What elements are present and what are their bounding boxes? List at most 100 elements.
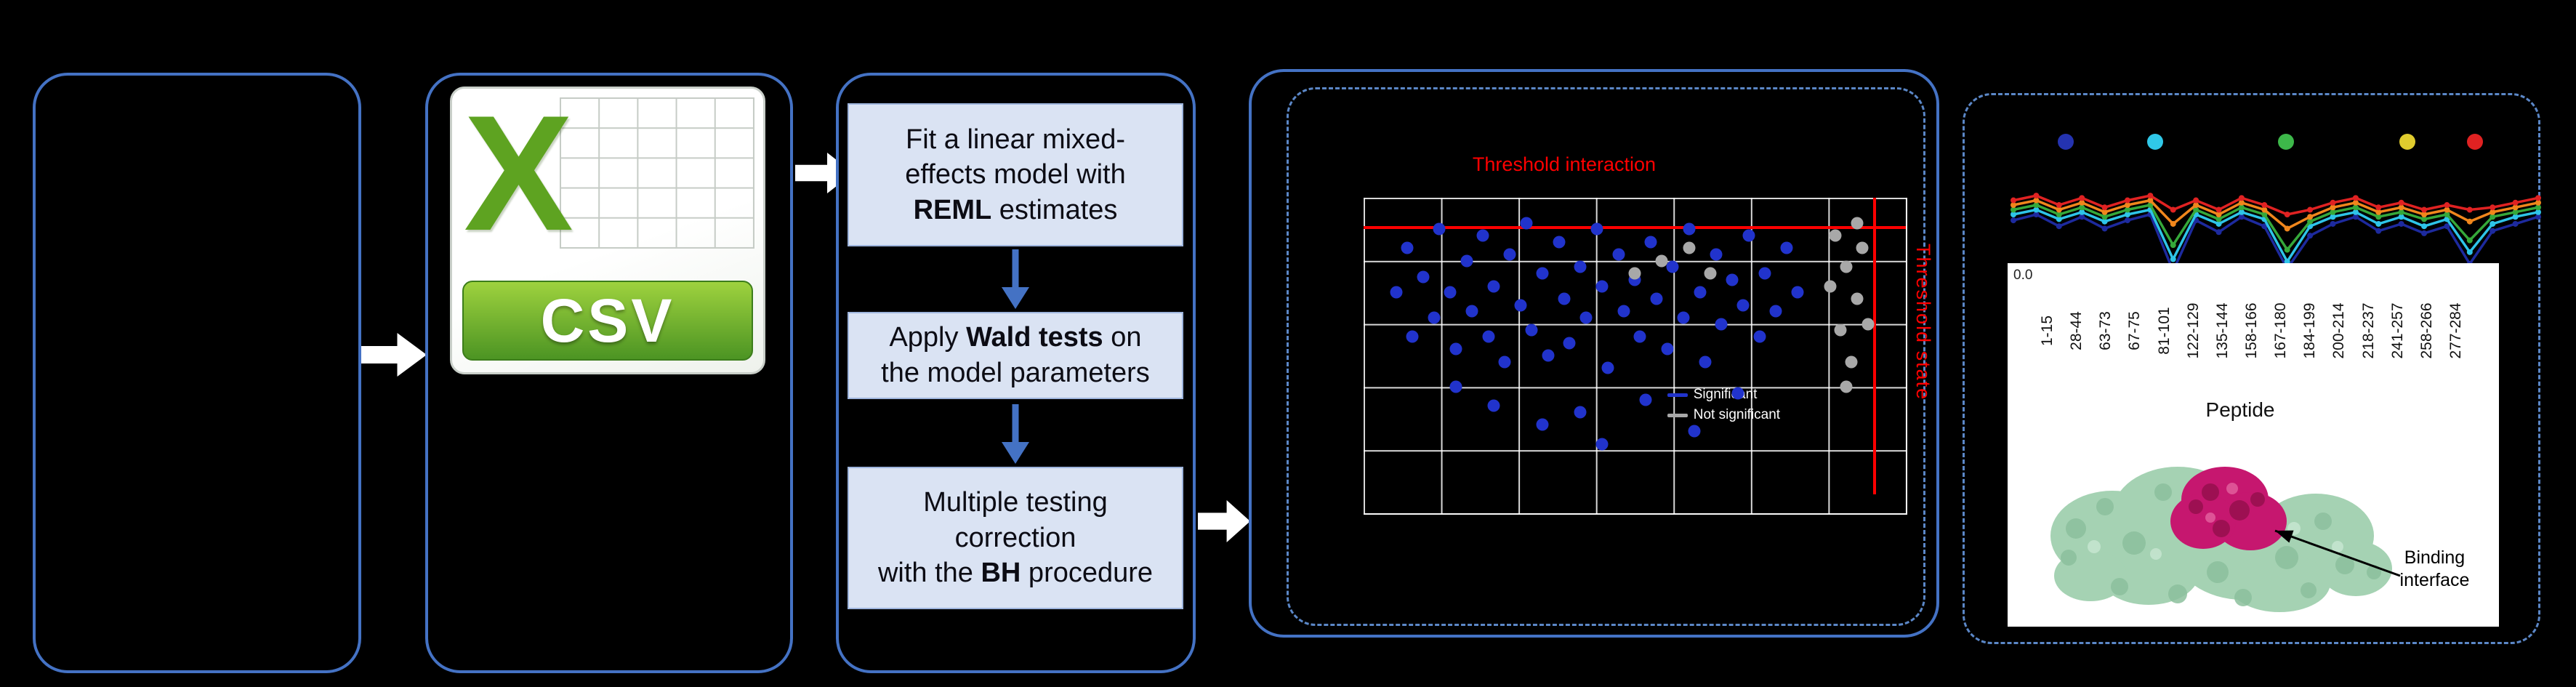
uptake-series-marker xyxy=(2215,206,2222,213)
uptake-series-marker xyxy=(2238,204,2245,211)
uptake-series-marker xyxy=(2352,195,2359,201)
uptake-series-marker xyxy=(2101,218,2108,225)
scatter-point xyxy=(1829,229,1842,242)
scatter-point xyxy=(1661,342,1674,355)
scatter-point xyxy=(1390,286,1403,299)
uptake-series-marker xyxy=(2490,209,2496,215)
uptake-series-marker xyxy=(2011,212,2016,217)
scatter-point xyxy=(1617,305,1630,318)
uptake-series-marker xyxy=(2512,214,2519,220)
y-axis-tick: 0.0 xyxy=(2013,268,2033,283)
uptake-series-marker xyxy=(2512,204,2519,211)
uptake-series-marker xyxy=(2330,204,2336,211)
scatter-point xyxy=(1694,286,1707,299)
uptake-series-marker xyxy=(2512,220,2519,227)
uptake-series-marker xyxy=(2375,204,2382,211)
uptake-series-marker xyxy=(2466,206,2473,213)
scatter-point xyxy=(1406,330,1419,343)
uptake-series-marker xyxy=(2033,212,2040,217)
scatter-point xyxy=(1465,305,1478,318)
uptake-series-marker xyxy=(2124,212,2130,217)
scatter-point xyxy=(1683,241,1696,254)
scatter-right-label: Threshold state xyxy=(1912,244,1934,401)
uptake-series-marker xyxy=(2307,206,2314,213)
arrow-head xyxy=(1002,287,1029,309)
uptake-series-marker xyxy=(2284,225,2290,232)
uptake-series-marker xyxy=(2101,209,2108,215)
uptake-series-marker xyxy=(2421,216,2428,222)
uptake-series-line xyxy=(2013,208,2539,263)
uptake-series-marker xyxy=(2444,202,2450,209)
scatter-point xyxy=(1677,311,1690,324)
scatter-point xyxy=(1520,217,1533,230)
arrow-shaft xyxy=(1012,249,1019,287)
scatter-point xyxy=(1579,311,1593,324)
scatter-point xyxy=(1736,299,1750,312)
scatter-point xyxy=(1688,425,1701,438)
scatter-point xyxy=(1498,355,1511,369)
uptake-series-marker xyxy=(2284,258,2290,265)
scatter-point xyxy=(1574,260,1587,273)
uptake-series-marker xyxy=(2193,206,2199,213)
uptake-series-marker xyxy=(2238,195,2245,201)
uptake-series-marker xyxy=(2261,206,2268,213)
scatter-plot: Significant Not significant xyxy=(1364,198,1907,515)
uptake-series-line xyxy=(2013,198,2539,230)
step-bh: Multiple testing correction with the BH … xyxy=(848,467,1183,609)
scatter-point xyxy=(1536,418,1549,431)
scatter-point xyxy=(1476,229,1489,242)
uptake-series-marker xyxy=(2490,214,2496,220)
protein-structure xyxy=(2050,467,2392,612)
uptake-series-marker xyxy=(2352,199,2359,206)
legend-entry: Not significant xyxy=(1667,407,1780,423)
uptake-series-marker xyxy=(2124,202,2130,209)
scatter-point xyxy=(1628,267,1641,280)
uptake-series-marker xyxy=(2284,212,2290,217)
down-arrow-2-icon xyxy=(999,404,1031,464)
step-bh-label: Multiple testing correction with the BH … xyxy=(877,487,1154,589)
scatter-point xyxy=(1563,337,1576,350)
scatter-point xyxy=(1753,330,1766,343)
uptake-series-marker xyxy=(2147,197,2154,204)
uptake-series-marker xyxy=(2421,223,2428,230)
structure-dashed-frame xyxy=(1963,93,2540,644)
uptake-series-marker xyxy=(2033,197,2040,204)
uptake-series-line xyxy=(2013,194,2539,216)
uptake-series-marker xyxy=(2261,223,2268,230)
legend-swatch xyxy=(1667,393,1688,397)
uptake-series-marker xyxy=(2490,228,2496,234)
scatter-point xyxy=(1536,267,1549,280)
uptake-series-marker xyxy=(2033,193,2040,199)
scatter-point xyxy=(1699,355,1712,369)
uptake-series-marker xyxy=(2261,202,2268,209)
scatter-point xyxy=(1710,248,1723,261)
scatter-point xyxy=(1856,241,1869,254)
flow-arrow-1-icon xyxy=(361,333,427,377)
uptake-series-marker xyxy=(2079,204,2085,211)
csv-file-icon: X CSV xyxy=(450,81,765,374)
uptake-series-marker xyxy=(2079,214,2085,220)
uptake-series-marker xyxy=(2444,212,2450,217)
spreadsheet-grid-icon xyxy=(560,97,754,249)
uptake-series-marker xyxy=(2215,212,2222,217)
down-arrow-1-icon xyxy=(999,249,1031,309)
condition-dot-icon xyxy=(2399,134,2415,150)
scatter-point xyxy=(1482,330,1495,343)
condition-dots xyxy=(2013,134,2538,151)
csv-box: X CSV xyxy=(425,73,793,673)
scatter-point xyxy=(1704,267,1717,280)
threshold-line-vertical xyxy=(1873,198,1877,494)
uptake-series-marker xyxy=(2033,206,2040,213)
uptake-series-marker xyxy=(2444,223,2450,230)
uptake-series-marker xyxy=(2375,214,2382,220)
uptake-series-marker xyxy=(2307,214,2314,220)
uptake-series-marker xyxy=(2170,242,2176,249)
uptake-series-marker xyxy=(2421,206,2428,213)
scatter-point xyxy=(1791,286,1804,299)
uptake-series-marker xyxy=(2215,229,2222,236)
input-data-box xyxy=(33,73,361,673)
uptake-series-marker xyxy=(2056,206,2062,213)
uptake-series-marker xyxy=(2535,195,2541,201)
scatter-title: Threshold interaction xyxy=(1472,153,1657,175)
scatter-point xyxy=(1840,260,1853,273)
